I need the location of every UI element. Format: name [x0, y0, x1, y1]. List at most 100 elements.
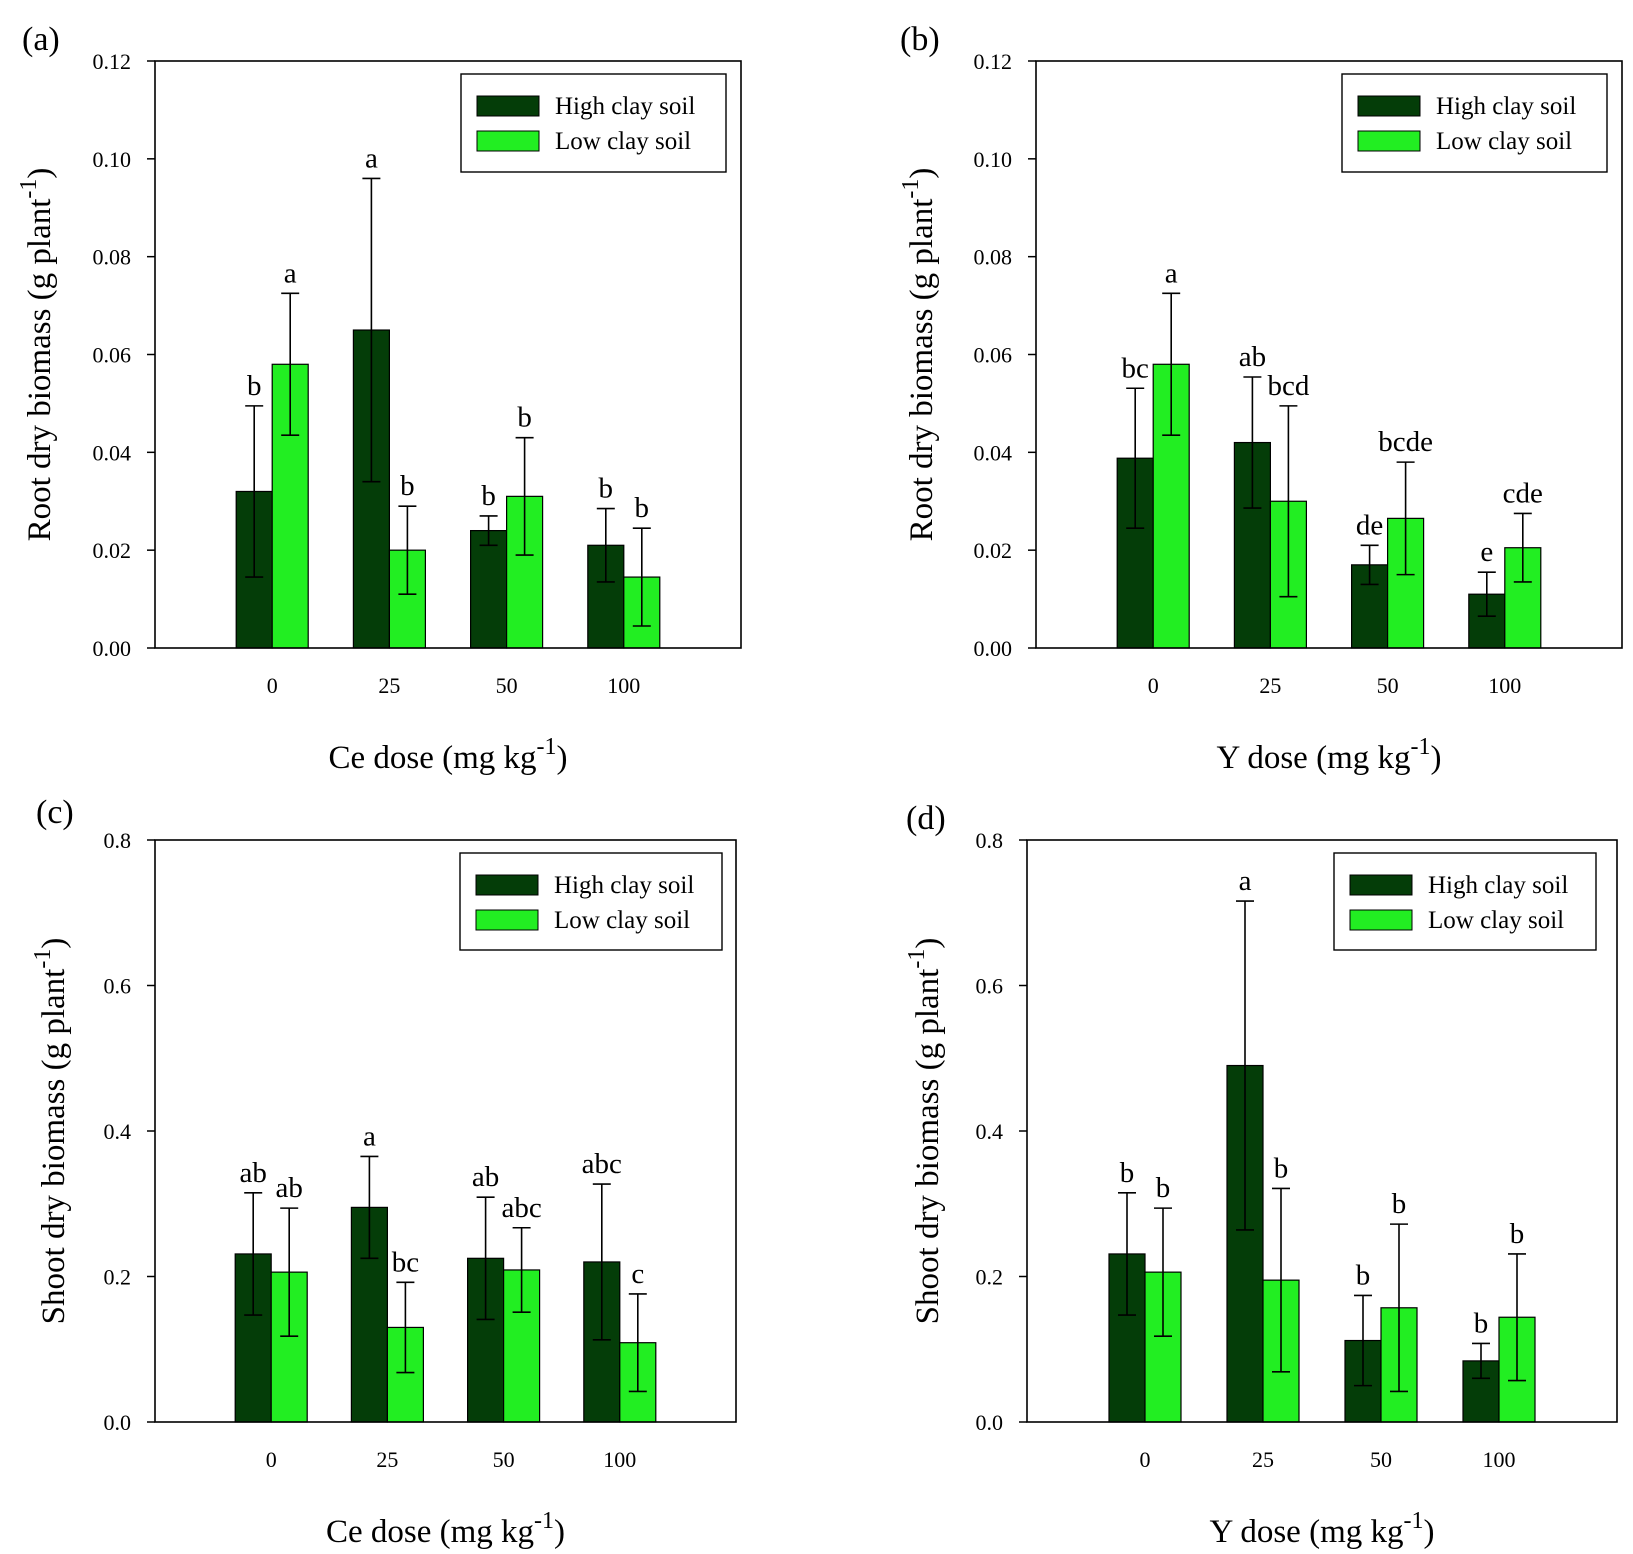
x-axis-title: Y dose (mg kg-1): [1209, 1508, 1434, 1550]
x-axis-title-superscript: -1: [1411, 734, 1431, 760]
y-axis-title-end: ): [904, 168, 940, 179]
y-axis-title-main: Shoot dry biomass (g plant: [910, 969, 946, 1325]
x-tick-label: 50: [493, 1447, 515, 1472]
significance-letter: b: [400, 470, 415, 502]
significance-letter: b: [1156, 1172, 1171, 1204]
x-axis-title: Ce dose (mg kg-1): [326, 1508, 565, 1550]
legend: High clay soil Low clay soil: [1333, 852, 1597, 951]
y-tick-label: 0.2: [976, 1265, 1004, 1290]
significance-letter: bcd: [1267, 370, 1309, 402]
significance-letter: b: [517, 402, 532, 434]
x-tick-label: 25: [376, 1447, 398, 1472]
y-tick-label: 0.12: [974, 49, 1013, 74]
y-axis-title: Shoot dry biomass (g plant-1): [30, 938, 72, 1325]
y-tick-label: 0.10: [974, 147, 1013, 172]
y-tick-label: 0.4: [104, 1119, 132, 1144]
chart-panel-b: (b) bc ab de e a bcd bcde cde 0.00 0.02 0.04 0.06 0.0…: [898, 21, 1623, 776]
legend-swatch: [475, 909, 539, 931]
significance-letter: bc: [392, 1246, 419, 1278]
x-axis-title-end: ): [1424, 1514, 1435, 1550]
y-tick-label: 0.08: [974, 245, 1013, 270]
y-tick-label: 0.2: [104, 1265, 132, 1290]
significance-letter: b: [1274, 1152, 1289, 1184]
x-tick-label: 25: [1259, 673, 1281, 698]
significance-letter: a: [1239, 865, 1252, 897]
significance-letter: e: [1480, 536, 1493, 568]
legend-label: High clay soil: [1428, 872, 1568, 899]
x-tick-label: 0: [267, 673, 278, 698]
x-axis-title-main: Ce dose (mg kg: [328, 740, 536, 776]
panel-label: (a): [22, 21, 60, 58]
x-tick-label: 0: [1140, 1447, 1151, 1472]
significance-letter: ab: [472, 1161, 499, 1193]
chart-panel-a: (a)bab babbb0.000.020.040.060.080.100.120…: [16, 21, 742, 776]
x-tick-label: 50: [1377, 673, 1399, 698]
significance-letter: bc: [1122, 352, 1149, 384]
y-axis-title: Root dry biomass (g plant-1): [16, 168, 58, 542]
significance-letter: de: [1356, 509, 1383, 541]
x-tick-label: 0: [266, 1447, 277, 1472]
y-tick-label: 0.06: [974, 343, 1013, 368]
y-tick-label: 0.02: [93, 538, 132, 563]
y-axis-title-end: ): [910, 938, 946, 949]
legend-swatch: [1349, 909, 1413, 931]
y-tick-label: 0.02: [974, 538, 1013, 563]
x-axis-title: Ce dose (mg kg-1): [328, 734, 567, 776]
y-tick-label: 0.0: [104, 1410, 132, 1435]
panel-label: (d): [906, 800, 946, 837]
y-axis-title-main: Shoot dry biomass (g plant: [36, 969, 72, 1325]
x-tick-label: 100: [603, 1447, 636, 1472]
x-axis-title-end: ): [554, 1514, 565, 1550]
significance-letter: b: [1474, 1307, 1489, 1339]
y-tick-label: 0.8: [976, 828, 1004, 853]
significance-letter: b: [599, 473, 614, 505]
legend: High clay soil Low clay soil: [1341, 73, 1608, 173]
x-axis-title-end: ): [557, 740, 568, 776]
significance-letter: ab: [276, 1172, 303, 1204]
significance-letter: b: [481, 480, 496, 512]
significance-letter: a: [284, 257, 297, 289]
legend: High clay soil Low clay soil: [459, 852, 723, 951]
significance-letter: abc: [582, 1148, 622, 1180]
legend-label: High clay soil: [555, 93, 695, 120]
legend-label: Low clay soil: [1436, 128, 1572, 155]
y-axis-title-superscript: -1: [30, 949, 56, 969]
significance-letter: b: [635, 492, 650, 524]
x-tick-label: 100: [607, 673, 640, 698]
significance-letter: b: [247, 370, 262, 402]
significance-letter: ab: [1239, 341, 1266, 373]
y-tick-label: 0.10: [93, 147, 132, 172]
legend-swatch: [1349, 874, 1413, 896]
y-tick-label: 0.4: [976, 1119, 1004, 1144]
x-tick-label: 50: [1370, 1447, 1392, 1472]
y-axis-title-superscript: -1: [898, 179, 924, 199]
y-axis-title: Root dry biomass (g plant-1): [898, 168, 940, 542]
x-axis-title-end: ): [1431, 740, 1442, 776]
y-tick-label: 0.00: [93, 636, 132, 661]
y-tick-label: 0.08: [93, 245, 132, 270]
significance-letter: abc: [501, 1192, 541, 1224]
legend-label: Low clay soil: [554, 907, 690, 934]
legend-swatch: [476, 95, 540, 117]
legend-label: High clay soil: [554, 872, 694, 899]
legend-label: Low clay soil: [555, 128, 691, 155]
y-tick-label: 0.0: [976, 1410, 1004, 1435]
significance-letter: a: [363, 1120, 376, 1152]
legend-box: [459, 852, 723, 951]
y-axis-title-superscript: -1: [16, 179, 42, 199]
significance-letter: b: [1356, 1259, 1371, 1291]
panel-label: (c): [36, 794, 74, 831]
y-tick-label: 0.6: [976, 974, 1004, 999]
x-tick-label: 25: [1252, 1447, 1274, 1472]
legend-label: Low clay soil: [1428, 907, 1564, 934]
bar: [470, 529, 508, 649]
legend-swatch: [476, 130, 540, 152]
significance-letter: ab: [240, 1157, 267, 1189]
legend-box: [1341, 73, 1608, 173]
legend-swatch: [475, 874, 539, 896]
y-tick-label: 0.06: [93, 343, 132, 368]
significance-letter: c: [631, 1258, 644, 1290]
y-axis-title-superscript: -1: [904, 949, 930, 969]
